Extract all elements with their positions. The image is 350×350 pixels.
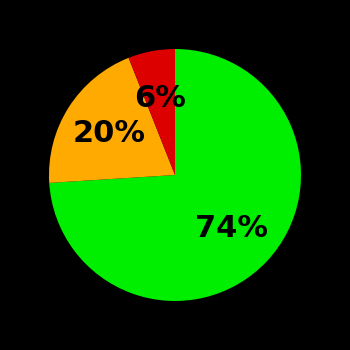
Text: 6%: 6% bbox=[134, 84, 186, 113]
Wedge shape bbox=[49, 58, 175, 183]
Text: 20%: 20% bbox=[72, 119, 146, 148]
Wedge shape bbox=[49, 49, 301, 301]
Wedge shape bbox=[128, 49, 175, 175]
Text: 74%: 74% bbox=[195, 214, 268, 243]
